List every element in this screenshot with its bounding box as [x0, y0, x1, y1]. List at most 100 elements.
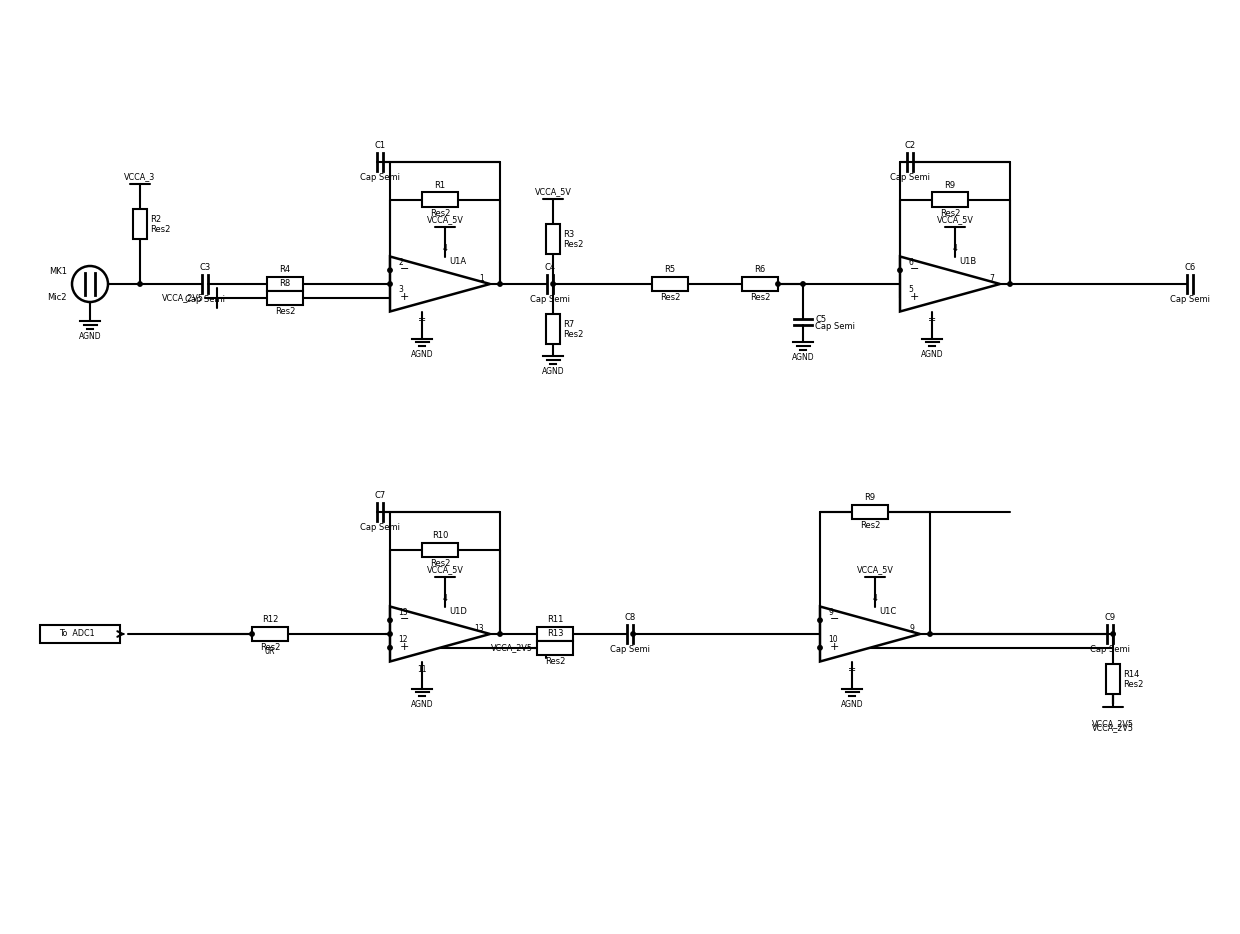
Text: R5: R5 — [665, 265, 676, 275]
Text: 1: 1 — [479, 274, 484, 283]
Circle shape — [1111, 631, 1115, 636]
Text: Res2: Res2 — [1123, 680, 1143, 689]
Text: U1A: U1A — [449, 257, 466, 266]
Text: MK1: MK1 — [50, 266, 67, 276]
Circle shape — [388, 618, 392, 622]
Polygon shape — [391, 606, 490, 661]
Text: C3: C3 — [200, 263, 211, 272]
Text: 3: 3 — [398, 285, 403, 294]
Text: −: − — [401, 614, 409, 624]
Text: Res2: Res2 — [430, 559, 450, 568]
Text: 10: 10 — [828, 635, 838, 644]
Text: Res2: Res2 — [275, 293, 295, 303]
Text: +: + — [401, 642, 409, 652]
Text: R9: R9 — [864, 493, 875, 502]
Circle shape — [388, 645, 392, 650]
Text: Cap Semi: Cap Semi — [360, 173, 401, 182]
Text: AGND: AGND — [542, 367, 564, 376]
Text: Res2: Res2 — [940, 208, 960, 218]
Text: +: + — [401, 291, 409, 302]
Bar — [40, 625, 120, 643]
Text: Res2: Res2 — [563, 330, 584, 339]
Circle shape — [551, 282, 556, 286]
Text: R12: R12 — [262, 616, 278, 625]
Text: =: = — [418, 316, 427, 325]
Text: R3: R3 — [563, 230, 574, 239]
Text: AGND: AGND — [78, 333, 102, 342]
Text: 0R: 0R — [265, 646, 275, 656]
Text: C9: C9 — [1105, 614, 1116, 622]
Text: R7: R7 — [563, 320, 574, 329]
Text: 6: 6 — [909, 258, 914, 266]
Circle shape — [776, 282, 780, 286]
Polygon shape — [900, 257, 999, 312]
Text: VCCA_5V: VCCA_5V — [534, 188, 572, 196]
Bar — [742, 277, 777, 291]
Circle shape — [818, 618, 822, 622]
Circle shape — [497, 631, 502, 636]
Text: VCCA_2V5: VCCA_2V5 — [1092, 719, 1135, 728]
Text: U1B: U1B — [960, 257, 977, 266]
Text: Cap Semi: Cap Semi — [529, 295, 570, 304]
Text: 12: 12 — [398, 635, 408, 644]
Text: Cap Semi: Cap Semi — [185, 295, 224, 304]
Bar — [422, 543, 458, 557]
Text: 13: 13 — [475, 624, 484, 633]
Text: 4: 4 — [443, 594, 448, 603]
Text: C6: C6 — [1184, 263, 1195, 272]
Text: C2: C2 — [904, 141, 915, 149]
Circle shape — [388, 631, 392, 636]
Text: 2: 2 — [398, 258, 403, 266]
Text: −: − — [910, 264, 919, 274]
Text: R4: R4 — [279, 265, 290, 275]
Text: VCCA_5V: VCCA_5V — [427, 215, 464, 224]
Polygon shape — [820, 606, 920, 661]
Circle shape — [388, 282, 392, 286]
Bar — [546, 314, 560, 344]
Text: C7: C7 — [374, 490, 386, 500]
Text: Mic2: Mic2 — [47, 292, 67, 302]
Text: Res2: Res2 — [260, 644, 280, 652]
Text: 4: 4 — [873, 594, 878, 603]
Text: =: = — [928, 316, 936, 325]
Text: 13: 13 — [398, 607, 408, 616]
Text: VCCA_2V5: VCCA_2V5 — [491, 644, 532, 652]
Bar — [932, 192, 968, 206]
Text: 9: 9 — [828, 607, 833, 616]
Bar — [852, 504, 888, 518]
Text: =: = — [848, 665, 856, 675]
Text: Res2: Res2 — [150, 225, 170, 234]
Text: C1: C1 — [374, 141, 386, 149]
Bar — [537, 627, 573, 641]
Text: −: − — [401, 264, 409, 274]
Text: AGND: AGND — [920, 350, 944, 359]
Text: Res2: Res2 — [563, 240, 584, 249]
Text: 9: 9 — [909, 624, 914, 633]
Text: VCCA_5V: VCCA_5V — [857, 565, 894, 574]
Polygon shape — [391, 257, 490, 312]
Bar — [546, 224, 560, 254]
Text: Cap Semi: Cap Semi — [360, 523, 401, 531]
Text: VCCA_2V5: VCCA_2V5 — [1092, 724, 1135, 732]
Text: Res2: Res2 — [859, 520, 880, 530]
Text: AGND: AGND — [410, 700, 433, 709]
Text: R2: R2 — [150, 215, 161, 224]
Circle shape — [497, 282, 502, 286]
Text: C4: C4 — [544, 263, 556, 272]
Text: R8: R8 — [279, 279, 290, 289]
Text: AGND: AGND — [410, 350, 433, 359]
Text: VCCA_5V: VCCA_5V — [936, 215, 973, 224]
Text: R10: R10 — [432, 531, 448, 540]
Text: Res2: Res2 — [275, 307, 295, 316]
Text: U1C: U1C — [879, 607, 897, 616]
Bar — [252, 627, 288, 641]
Text: 7: 7 — [990, 274, 994, 283]
Circle shape — [928, 631, 932, 636]
Text: C8: C8 — [625, 614, 636, 622]
Text: AGND: AGND — [791, 353, 815, 362]
Text: −: − — [830, 614, 839, 624]
Bar — [133, 209, 148, 239]
Text: Cap Semi: Cap Semi — [890, 173, 930, 182]
Text: Res2: Res2 — [544, 657, 565, 666]
Text: C5: C5 — [815, 315, 826, 323]
